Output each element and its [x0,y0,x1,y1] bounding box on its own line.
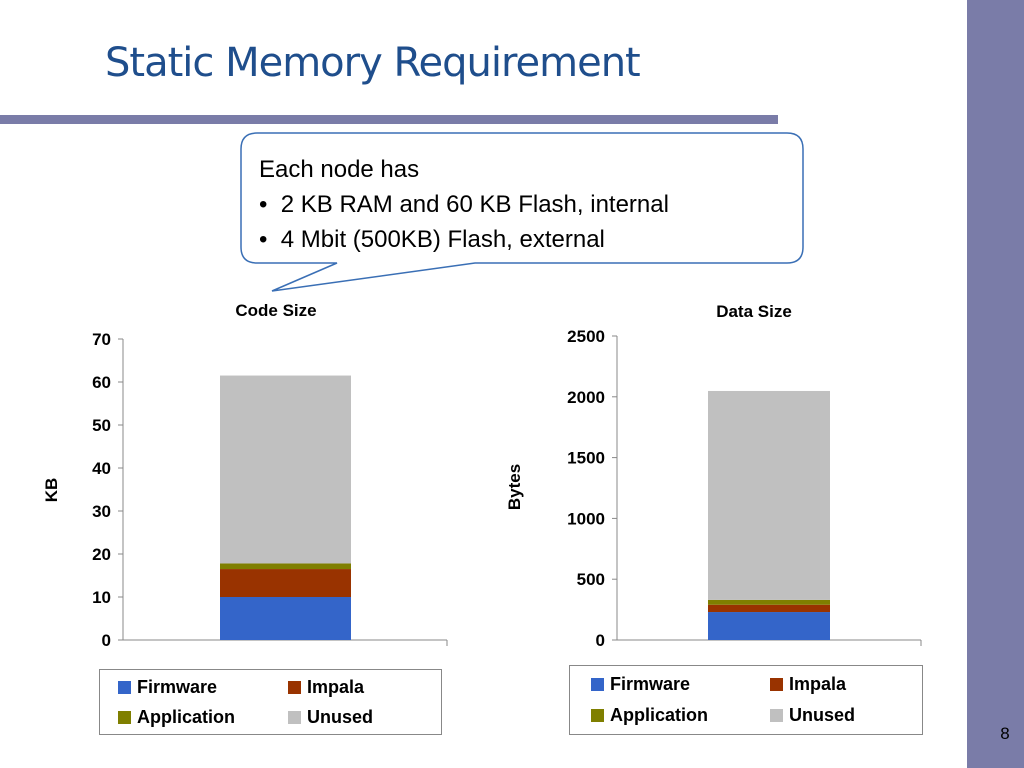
legend-item-impala: Impala [770,674,846,695]
legend-item-unused: Unused [770,705,855,726]
callout-bullet-item: • 4 Mbit (500KB) Flash, external [259,222,669,257]
legend-swatch [770,678,783,691]
legend-label: Unused [307,707,374,727]
callout-intro: Each node has [259,156,420,183]
legend-swatch [591,709,604,722]
legend-item-impala: Impala [288,677,364,698]
callout-bullet-text: 2 KB RAM and 60 KB Flash, internal [280,191,669,218]
legend-swatch [118,711,131,724]
y-tick-label: 20 [92,545,111,564]
bar-segment-firmware [220,597,351,640]
legend-label: Firmware [137,677,218,697]
bullet-glyph: • [259,226,268,253]
y-tick-label: 70 [92,330,111,349]
legend-item-firmware: Firmware [118,677,217,698]
legend-item-firmware: Firmware [591,674,690,695]
legend-label: Impala [789,674,847,694]
y-tick-label: 0 [102,631,111,650]
y-tick-label: 0 [596,631,605,650]
y-tick-label: 40 [92,459,111,478]
y-axis-label: KB [42,478,61,503]
y-tick-label: 2500 [567,327,605,346]
title-underline [0,115,778,124]
data-size-legend: Firmware Impala Application Unused [569,665,923,735]
legend-swatch [770,709,783,722]
y-tick-label: 10 [92,588,111,607]
legend-label: Firmware [610,674,691,694]
bar-segment-application [708,599,830,605]
page-number: 8 [1000,724,1010,743]
bar-segment-unused [220,375,351,564]
bar-segment-application [220,563,351,570]
legend-label: Application [137,707,235,727]
slide-title: Static Memory Requirement [105,40,641,86]
legend-item-application: Application [118,707,235,728]
y-tick-label: 1500 [567,449,605,468]
bullet-glyph: • [259,191,268,218]
legend-swatch [118,681,131,694]
bar-segment-firmware [708,612,830,640]
y-tick-label: 2000 [567,388,605,407]
chart-title: Code Size [235,301,316,320]
callout-bullet-list: • 2 KB RAM and 60 KB Flash, internal • 4… [259,187,669,257]
sidebar-accent-bar [967,0,1024,768]
legend-item-unused: Unused [288,707,373,728]
callout-text: Each node has • 2 KB RAM and 60 KB Flash… [259,152,669,257]
bar-segment-unused [708,390,830,600]
chart-title: Data Size [716,302,792,321]
y-tick-label: 60 [92,373,111,392]
legend-swatch [288,711,301,724]
bar-segment-impala [708,604,830,613]
y-tick-label: 30 [92,502,111,521]
y-tick-label: 50 [92,416,111,435]
callout-bullet-text: 4 Mbit (500KB) Flash, external [280,226,605,253]
legend-label: Impala [307,677,365,697]
legend-item-application: Application [591,705,708,726]
legend-swatch [288,681,301,694]
code-size-legend: Firmware Impala Application Unused [99,669,442,735]
legend-label: Application [610,705,708,725]
bar-segment-impala [220,569,351,597]
legend-swatch [591,678,604,691]
callout-bullet-item: • 2 KB RAM and 60 KB Flash, internal [259,187,669,222]
legend-label: Unused [789,705,856,725]
y-tick-label: 500 [577,570,605,589]
y-tick-label: 1000 [567,509,605,528]
y-axis-label: Bytes [505,464,524,510]
